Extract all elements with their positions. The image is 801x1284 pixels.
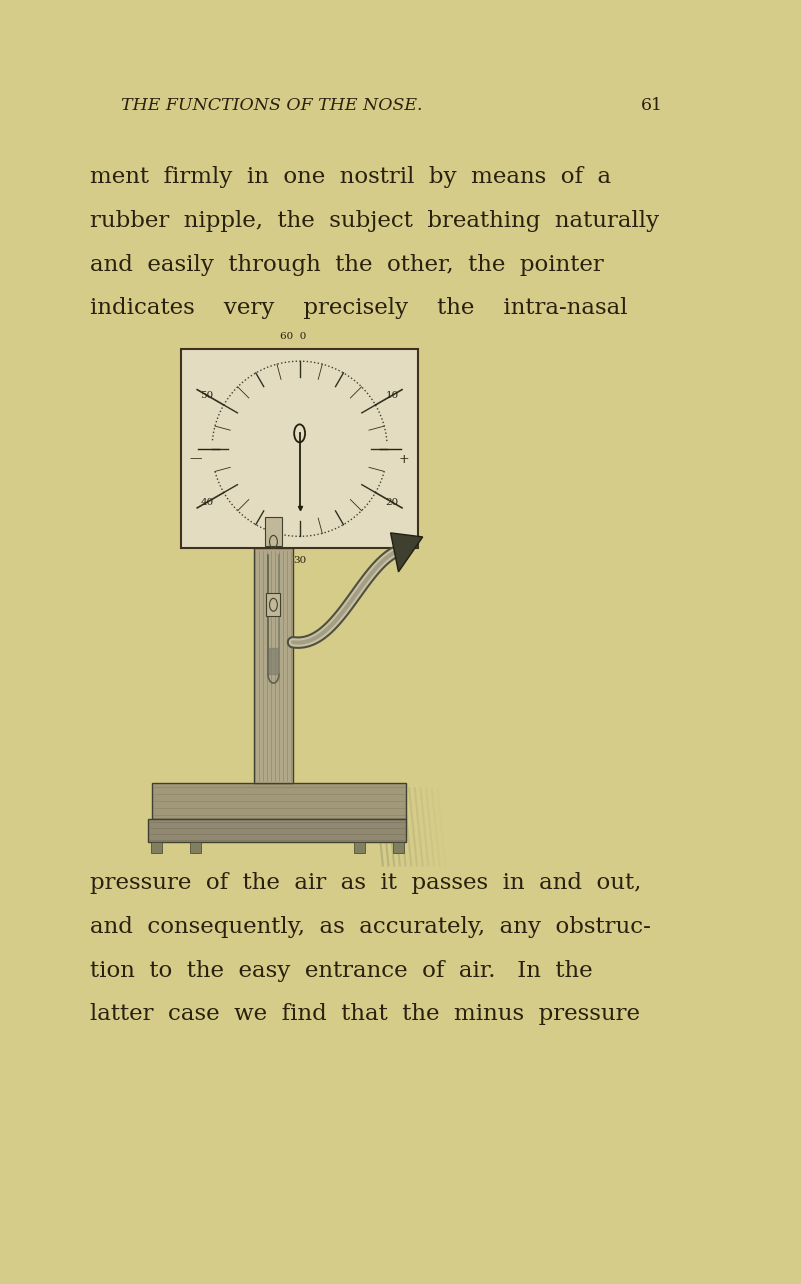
Text: Fig. 5.: Fig. 5.: [286, 823, 340, 841]
Text: rubber  nipple,  the  subject  breathing  naturally: rubber nipple, the subject breathing nat…: [90, 209, 659, 232]
Text: 60  0: 60 0: [280, 333, 307, 342]
Polygon shape: [391, 533, 423, 571]
Text: 61: 61: [641, 96, 662, 114]
Bar: [181, 349, 418, 548]
Text: and  easily  through  the  other,  the  pointer: and easily through the other, the pointe…: [90, 253, 604, 276]
Bar: [265, 517, 282, 546]
Text: +: +: [399, 452, 409, 466]
Bar: [152, 783, 406, 819]
Text: 20: 20: [385, 498, 399, 507]
Text: 10: 10: [385, 390, 399, 399]
Text: THE FUNCTIONS OF THE NOSE.: THE FUNCTIONS OF THE NOSE.: [121, 96, 423, 114]
Text: 30: 30: [293, 556, 306, 565]
Text: ment  firmly  in  one  nostril  by  means  of  a: ment firmly in one nostril by means of a: [90, 166, 611, 189]
Text: and  consequently,  as  accurately,  any  obstruc-: and consequently, as accurately, any obs…: [90, 915, 650, 939]
Bar: [148, 819, 406, 842]
Text: indicates    very    precisely    the    intra-nasal: indicates very precisely the intra-nasal: [90, 297, 627, 320]
Text: 40: 40: [200, 498, 214, 507]
Bar: [254, 548, 293, 783]
Bar: [267, 593, 280, 616]
Text: 50: 50: [200, 390, 214, 399]
Text: latter  case  we  find  that  the  minus  pressure: latter case we find that the minus press…: [90, 1003, 640, 1026]
Bar: [393, 842, 404, 853]
Text: tion  to  the  easy  entrance  of  air.   In  the: tion to the easy entrance of air. In the: [90, 959, 593, 982]
Bar: [190, 842, 201, 853]
Text: pressure  of  the  air  as  it  passes  in  and  out,: pressure of the air as it passes in and …: [90, 872, 642, 895]
Bar: [151, 842, 162, 853]
Bar: [354, 842, 364, 853]
Text: —: —: [189, 452, 202, 466]
